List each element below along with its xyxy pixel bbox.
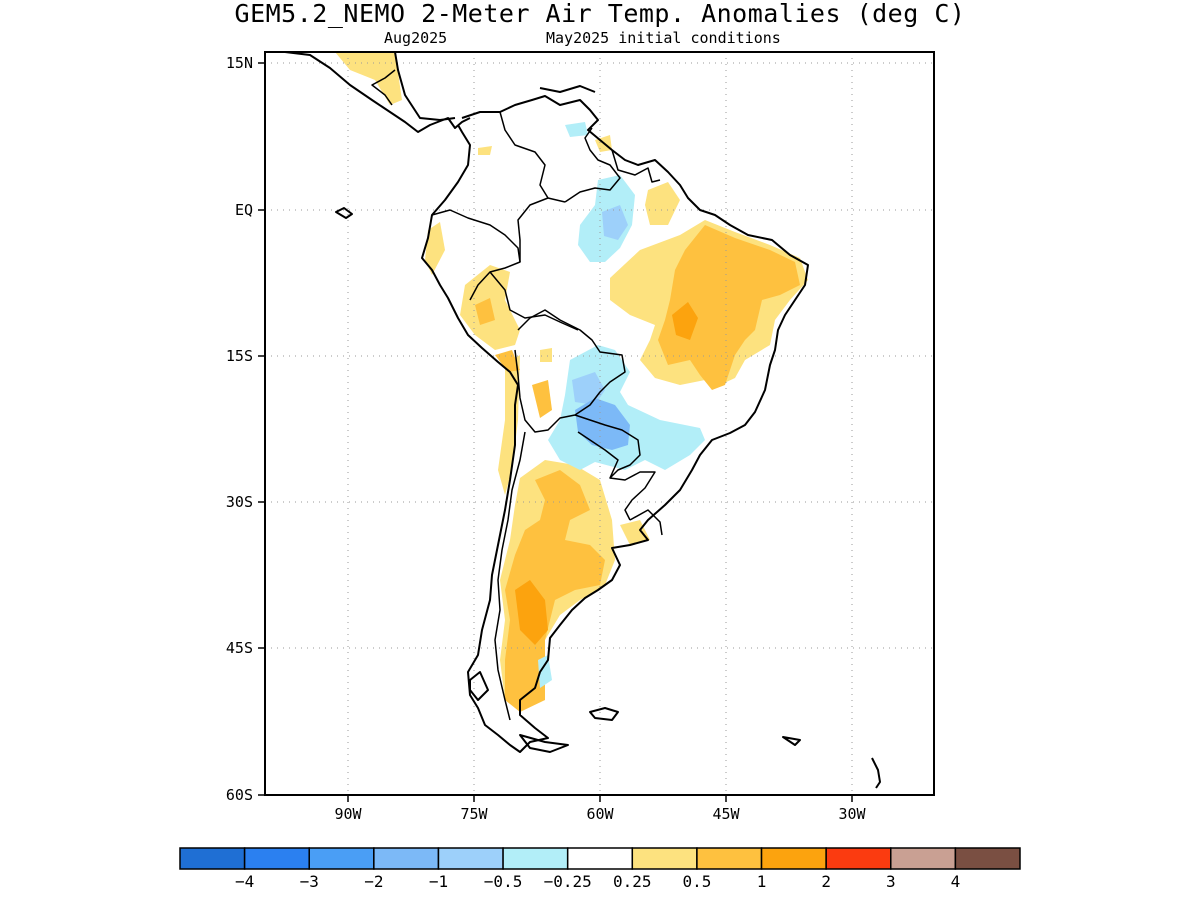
south-sandwich — [871, 757, 881, 789]
border-argentina-chile — [494, 431, 526, 721]
colorbar-tick-label: −0.25 — [544, 872, 592, 891]
lat-label: 15S — [226, 347, 253, 365]
anomaly-amazon-cooler — [602, 205, 628, 240]
border-colombia-ecuador-peru — [431, 209, 521, 301]
central-america-coast — [284, 52, 471, 133]
lat-label: EQ — [235, 201, 253, 219]
galapagos — [335, 207, 353, 219]
colorbar-tick-label: −3 — [300, 872, 319, 891]
border-central-america — [371, 69, 396, 106]
colorbar-tick-label: −4 — [235, 872, 254, 891]
colorbar-swatch — [502, 847, 569, 870]
lat-label: 45S — [226, 639, 253, 657]
falkland-islands — [589, 707, 619, 721]
lon-label: 45W — [712, 805, 740, 823]
coastlines — [284, 52, 881, 789]
anomaly-mexico-light — [335, 52, 402, 105]
south-america-coast — [421, 95, 809, 753]
tick-marks — [258, 62, 853, 802]
anomaly-ecuador-light — [425, 222, 445, 275]
caribbean-islands — [539, 85, 596, 93]
border-paraguay — [574, 414, 641, 479]
anomaly-patagonia-cool — [538, 655, 552, 688]
border-venezuela-brazil — [564, 127, 621, 203]
border-guianas — [611, 149, 661, 183]
colorbar-tick-label: −0.5 — [484, 872, 523, 891]
colorbar-swatch — [954, 847, 1021, 870]
tierra-del-fuego — [519, 734, 569, 753]
anomaly-orinoco-cool — [565, 122, 588, 137]
colorbar-swatch — [696, 847, 763, 870]
anomaly-colombia-light — [478, 146, 492, 155]
colorbar-swatch — [179, 847, 246, 870]
initial-conditions: May2025 initial conditions — [546, 29, 781, 47]
central-america-coast-north — [394, 52, 456, 121]
anomaly-argentina-mid — [505, 470, 605, 712]
anomaly-shading — [335, 52, 808, 712]
border-colombia-venezuela — [499, 111, 566, 203]
anomaly-peru-south-mid — [495, 350, 520, 372]
anomaly-peru-mid — [475, 298, 495, 325]
colorbar-swatch — [890, 847, 957, 870]
lat-label: 60S — [226, 786, 253, 804]
lon-label: 60W — [586, 805, 614, 823]
colorbar-swatch — [243, 847, 310, 870]
south-georgia — [782, 736, 801, 746]
colorbar-tick-label: 0.25 — [613, 872, 652, 891]
anomaly-bolivia-light — [540, 348, 552, 362]
lon-label: 90W — [334, 805, 362, 823]
lon-label: 30W — [838, 805, 866, 823]
anomaly-chile-light — [498, 355, 520, 495]
border-argentina-brazil — [609, 471, 656, 521]
colorbar-tick-label: −1 — [429, 872, 448, 891]
colorbar-swatch — [308, 847, 375, 870]
forecast-month: Aug2025 — [384, 29, 448, 47]
colorbar-swatch — [437, 847, 504, 870]
colorbar-tick-label: 4 — [951, 872, 961, 891]
colorbar-tick-label: 0.5 — [682, 872, 711, 891]
chart-title: GEM5.2_NEMO 2-Meter Air Temp. Anomalies … — [234, 0, 966, 28]
colorbar-swatch — [760, 847, 827, 870]
colorbar-tick-label: 3 — [886, 872, 896, 891]
country-borders — [371, 69, 663, 721]
anomaly-bolivia-mid — [532, 380, 552, 418]
border-uruguay — [629, 509, 663, 536]
colorbar-tick-label: 1 — [757, 872, 767, 891]
anomaly-bahia-strong — [672, 302, 698, 340]
colorbar-tick-label: −2 — [364, 872, 383, 891]
colorbar — [179, 847, 1021, 870]
lon-label: 75W — [460, 805, 488, 823]
colorbar-swatch — [373, 847, 440, 870]
lat-label: 15N — [226, 54, 253, 72]
colorbar-swatch — [825, 847, 892, 870]
anomaly-brazil-mid — [658, 225, 800, 390]
chilean-archipelago — [469, 671, 489, 701]
border-colombia-brazil — [517, 197, 549, 262]
colorbar-tick-label: 2 — [821, 872, 831, 891]
colorbar-labels: −4 −3 −2 −1 −0.5 −0.25 0.25 0.5 1 2 3 4 — [235, 872, 960, 891]
colorbar-swatch — [631, 847, 698, 870]
anomaly-amapa-light — [645, 182, 680, 225]
colorbar-swatch — [566, 847, 634, 870]
lat-label: 30S — [226, 493, 253, 511]
anomaly-patagonia-strong — [515, 580, 548, 645]
border-peru-brazil — [489, 271, 579, 331]
border-bolivia — [514, 309, 626, 433]
